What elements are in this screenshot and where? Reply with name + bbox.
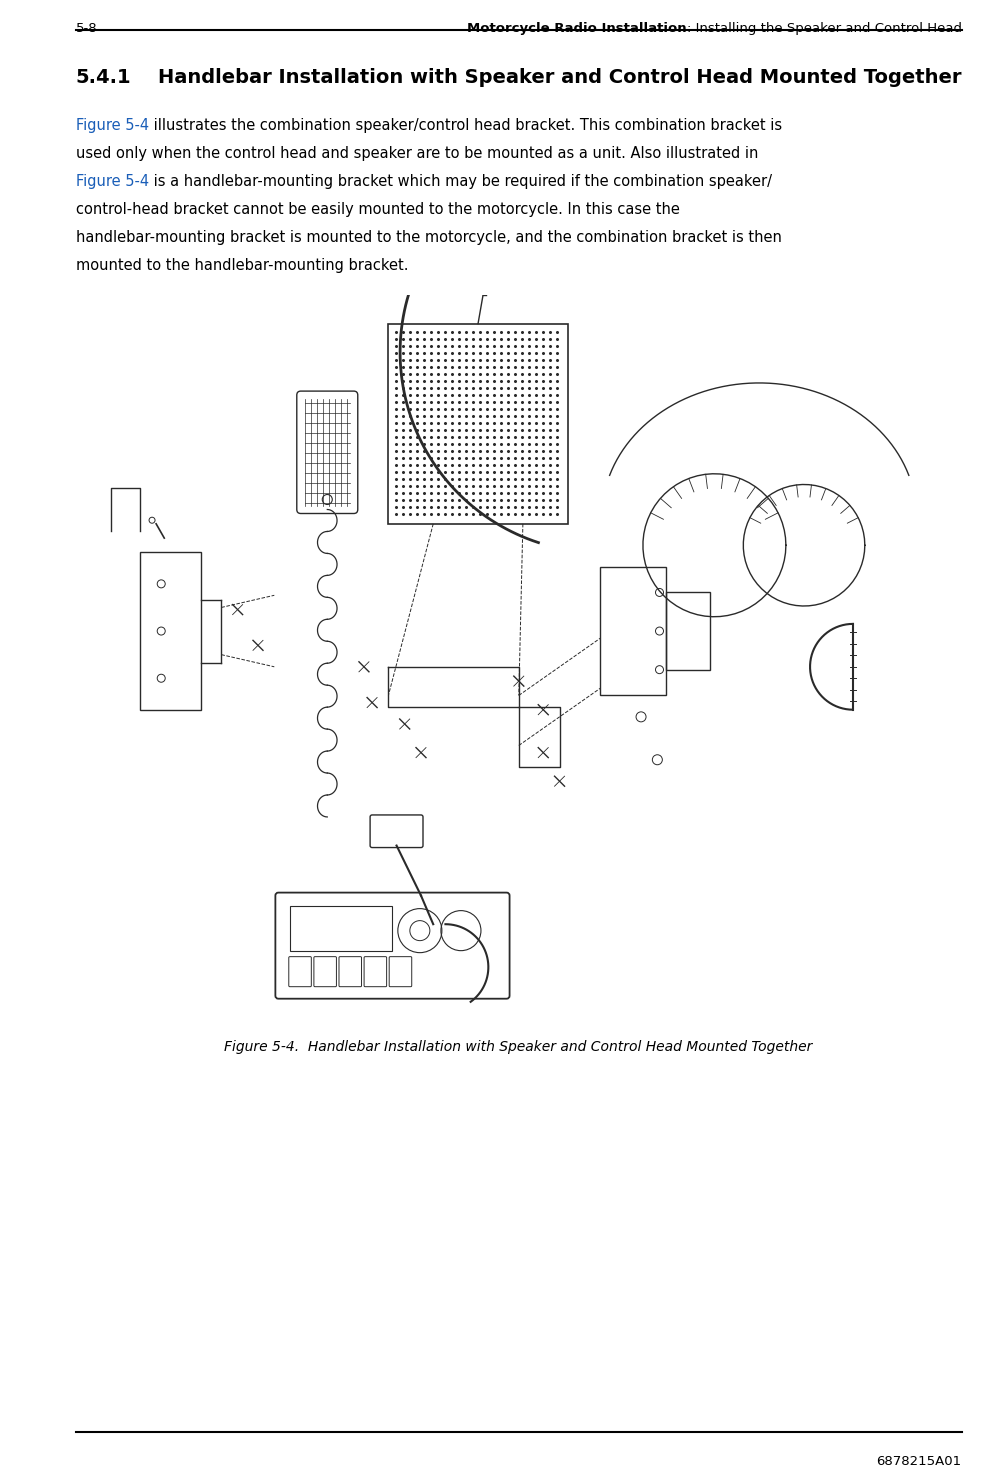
Bar (600, 567, 666, 695)
Text: is a handlebar-mounting bracket which may be required if the combination speaker: is a handlebar-mounting bracket which ma… (149, 173, 771, 190)
Text: control-head bracket cannot be easily mounted to the motorcycle. In this case th: control-head bracket cannot be easily mo… (76, 203, 680, 217)
Text: : Installing the Speaker and Control Head: : Installing the Speaker and Control Hea… (687, 22, 962, 35)
Text: Motorcycle Radio Installation: Motorcycle Radio Installation (467, 22, 687, 35)
Bar (140, 552, 201, 710)
Text: 5.4.1: 5.4.1 (76, 68, 131, 87)
Text: mounted to the handlebar-mounting bracket.: mounted to the handlebar-mounting bracke… (76, 259, 408, 273)
Text: Figure 5-4.  Handlebar Installation with Speaker and Control Head Mounted Togeth: Figure 5-4. Handlebar Installation with … (225, 1040, 813, 1053)
Text: 5-8: 5-8 (76, 22, 97, 35)
Text: Figure 5-4: Figure 5-4 (76, 173, 149, 190)
Text: used only when the control head and speaker are to be mounted as a unit. Also il: used only when the control head and spea… (76, 145, 758, 162)
Bar (666, 592, 710, 670)
Text: Figure 5-4: Figure 5-4 (76, 118, 149, 134)
Bar (290, 905, 393, 950)
Bar (389, 323, 568, 524)
Text: illustrates the combination speaker/control head bracket. This combination brack: illustrates the combination speaker/cont… (149, 118, 781, 134)
Text: 6878215A01: 6878215A01 (876, 1454, 962, 1468)
Text: Handlebar Installation with Speaker and Control Head Mounted Together: Handlebar Installation with Speaker and … (158, 68, 962, 87)
Text: handlebar-mounting bracket is mounted to the motorcycle, and the combination bra: handlebar-mounting bracket is mounted to… (76, 231, 781, 245)
